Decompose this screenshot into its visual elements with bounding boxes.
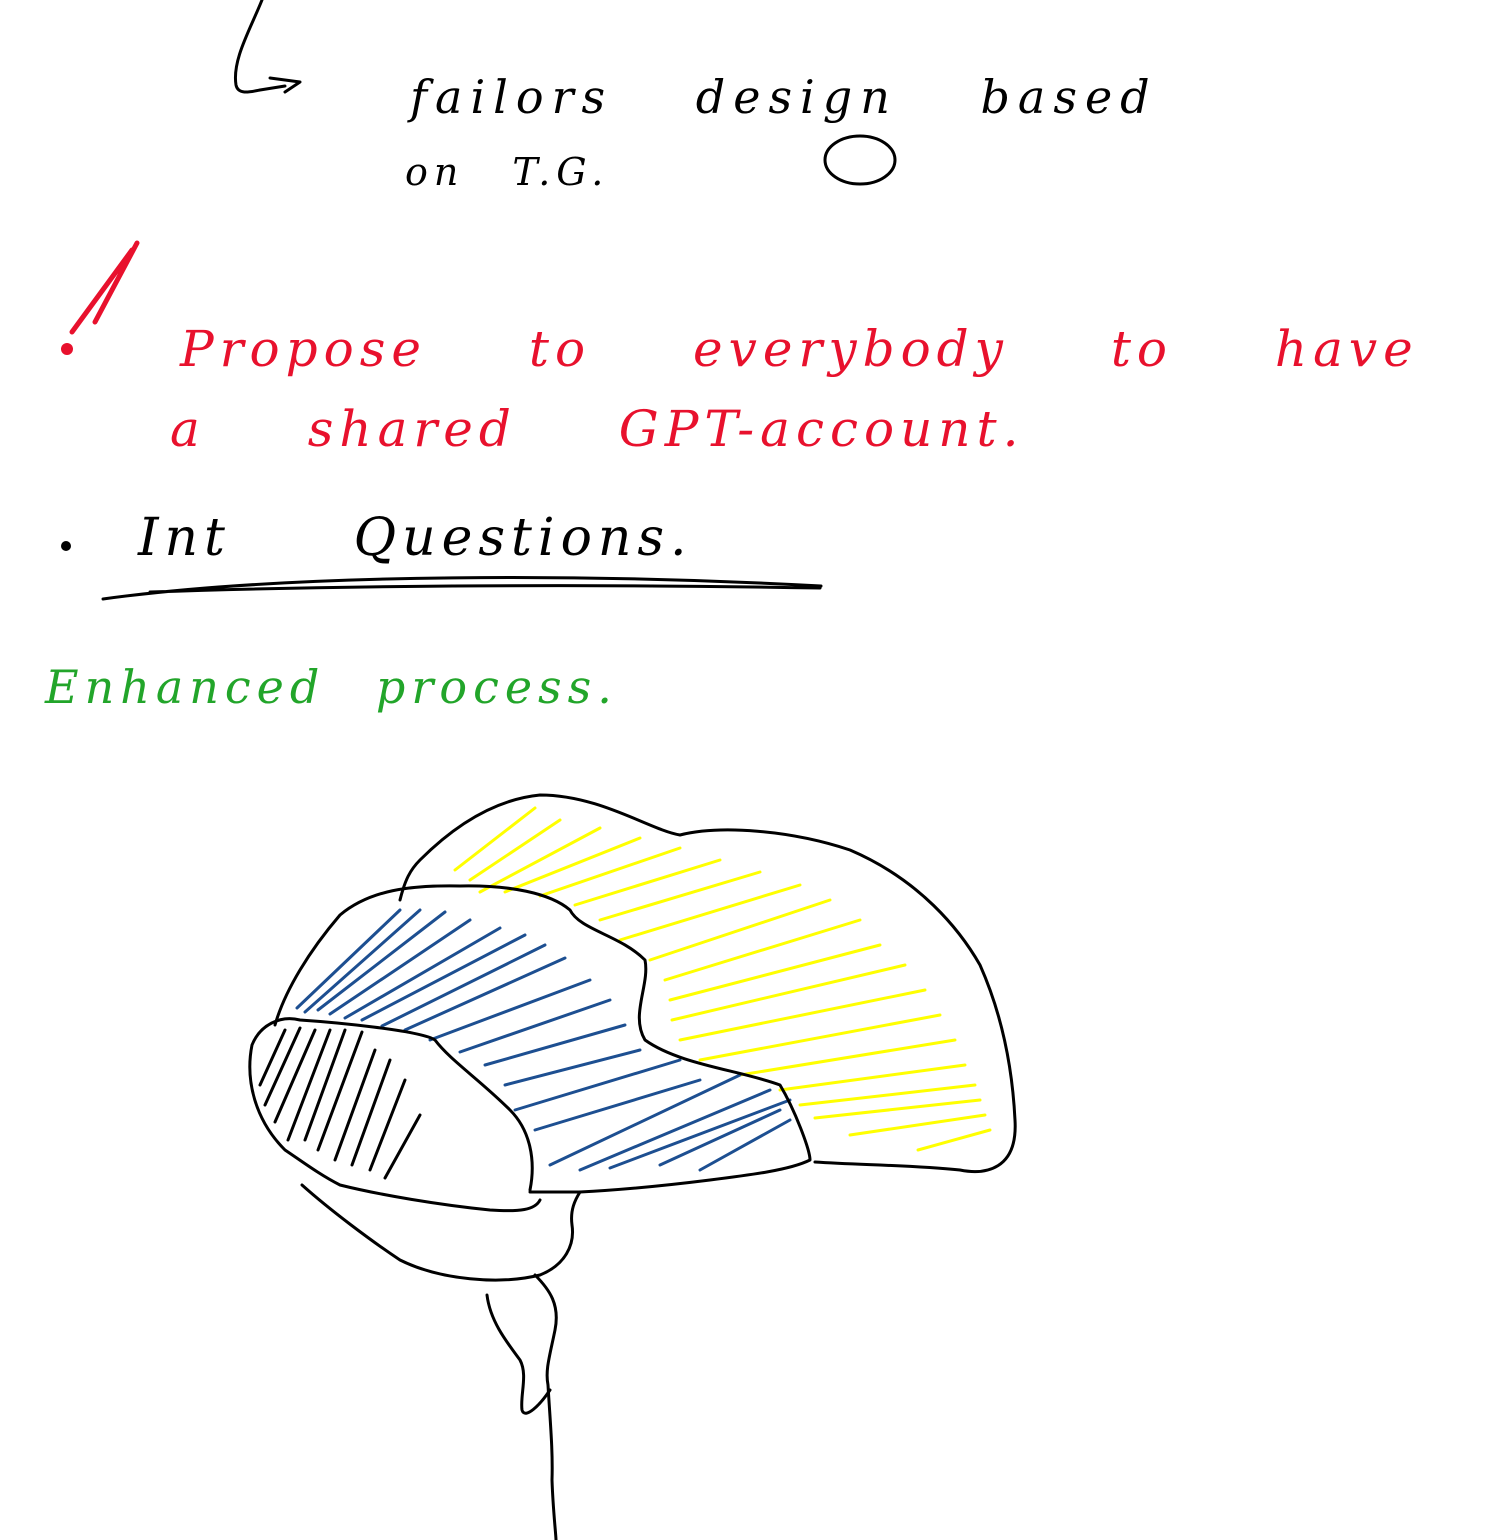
- underline: [101, 576, 823, 601]
- note-line-shared-account: a shared GPT-account.: [170, 400, 1025, 458]
- brain-outlines: [248, 793, 1017, 1540]
- exclamation-mark: [69, 240, 140, 335]
- black-hatching: [258, 1026, 422, 1180]
- note-line-propose: Propose to everybody to have: [180, 320, 1419, 378]
- note-line-on-tg: on T.G.: [405, 150, 610, 194]
- exclamation-dot: [61, 343, 73, 355]
- loop-mark: [823, 134, 897, 186]
- note-line-failors-design: failors design based: [410, 70, 1158, 124]
- brain-drawing: [248, 793, 1017, 1540]
- yellow-hatching: [453, 806, 992, 1152]
- bullet-dot: [61, 541, 71, 551]
- note-line-int-questions: Int Questions.: [138, 508, 693, 568]
- note-line-enhanced-process: Enhanced process.: [45, 660, 618, 714]
- blue-hatching: [295, 908, 792, 1172]
- arrow-bracket: [233, 0, 302, 94]
